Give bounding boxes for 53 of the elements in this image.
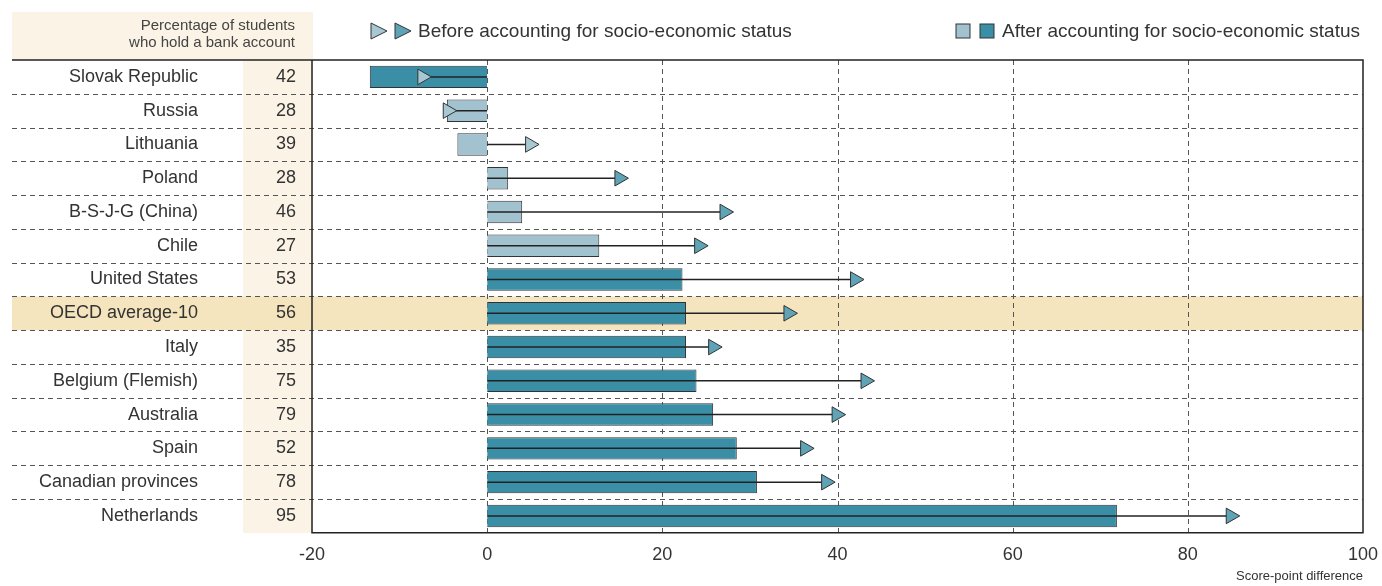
- point: [783, 304, 798, 322]
- text: 75: [275, 369, 296, 390]
- text: 95: [275, 504, 296, 525]
- x-tick-label: 20: [652, 543, 673, 564]
- legend-label: Before accounting for socio-economic status: [418, 20, 792, 42]
- y-tick-label: United States: [89, 268, 198, 289]
- x-axis-title: Score-point difference: [1236, 567, 1363, 583]
- point: [417, 68, 432, 86]
- point: [614, 169, 629, 187]
- legend-label: After accounting for socio-economic status: [1001, 20, 1360, 42]
- point: [442, 102, 458, 119]
- point: [821, 473, 836, 491]
- y-tick-label: Belgium (Flemish): [52, 369, 198, 390]
- y-tick-label: B-S-J-G (China): [68, 200, 198, 221]
- point: [831, 406, 847, 423]
- y-tick-label: Russia: [142, 99, 199, 120]
- y-tick-label: Lithuania: [124, 133, 199, 154]
- text: 79: [275, 403, 296, 424]
- text: 53: [275, 268, 296, 289]
- point: [525, 136, 540, 153]
- point: [800, 440, 815, 457]
- text: 27: [275, 234, 296, 255]
- x-tick-label: 80: [1177, 543, 1198, 564]
- x-tick-label: 60: [1002, 543, 1023, 564]
- text: 35: [275, 336, 296, 357]
- point: [719, 203, 735, 221]
- x-tick-label: 0: [482, 543, 493, 564]
- y-tick-label: Netherlands: [100, 504, 198, 525]
- y-tick-label: Poland: [141, 167, 198, 188]
- y-tick-label: Italy: [164, 336, 198, 357]
- text: 46: [275, 200, 296, 221]
- y-tick-label: OECD average-10: [49, 302, 198, 323]
- y-tick-label: Chile: [156, 234, 198, 255]
- text: 78: [275, 471, 296, 492]
- y-tick-label: Canadian provinces: [38, 471, 198, 492]
- point: [850, 271, 865, 288]
- text: 42: [275, 65, 296, 86]
- text: 52: [275, 437, 296, 458]
- y-tick-label: Australia: [127, 403, 199, 424]
- y-tick-label: Slovak Republic: [68, 65, 198, 86]
- text: 56: [275, 302, 296, 323]
- point: [708, 338, 723, 356]
- x-tick-label: 40: [827, 543, 848, 564]
- text: Percentage of students who hold a bank account: [128, 16, 295, 50]
- point: [860, 372, 876, 390]
- x-tick-label: 100: [1347, 543, 1379, 564]
- text: 39: [275, 133, 296, 154]
- text: 28: [275, 167, 296, 188]
- point: [1225, 507, 1241, 525]
- x-tick-label: -20: [298, 543, 326, 564]
- y-tick-label: Spain: [151, 437, 198, 458]
- text: 28: [275, 99, 296, 120]
- point: [694, 237, 709, 255]
